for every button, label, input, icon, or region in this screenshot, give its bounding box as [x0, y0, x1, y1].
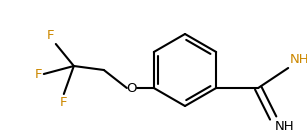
- Text: O: O: [126, 81, 137, 95]
- Text: NH₂: NH₂: [290, 53, 307, 66]
- Text: F: F: [46, 29, 54, 42]
- Text: F: F: [60, 96, 68, 109]
- Text: F: F: [34, 67, 42, 81]
- Text: NH: NH: [275, 120, 295, 132]
